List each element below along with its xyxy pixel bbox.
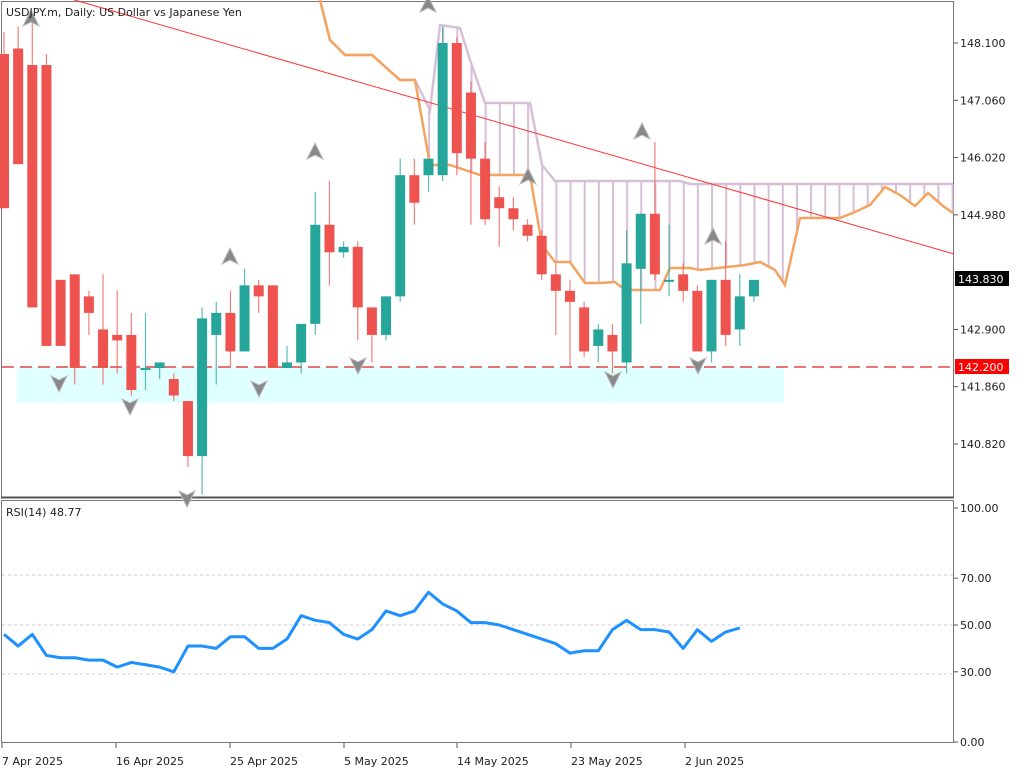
svg-text:100.00: 100.00 — [960, 502, 999, 515]
candlesticks — [0, 20, 759, 495]
price-axis: 148.100 147.060 146.020 144.980 142.900 141.8… — [954, 37, 1006, 749]
svg-text:148.100: 148.100 — [960, 37, 1006, 50]
svg-text:140.820: 140.820 — [960, 438, 1006, 451]
trendline — [72, 0, 955, 255]
svg-text:5 May 2025: 5 May 2025 — [344, 755, 409, 768]
svg-text:7 Apr 2025: 7 Apr 2025 — [2, 755, 63, 768]
svg-text:50.00: 50.00 — [960, 619, 992, 632]
svg-text:142.900: 142.900 — [960, 323, 1006, 336]
support-price-badge — [955, 359, 1009, 374]
support-price-label: 142.200 — [958, 361, 1004, 374]
time-axis: 7 Apr 2025 16 Apr 2025 25 Apr 2025 5 May 20… — [1, 743, 744, 768]
svg-text:25 Apr 2025: 25 Apr 2025 — [230, 755, 298, 768]
price-panel — [1, 1, 954, 498]
svg-text:2 Jun 2025: 2 Jun 2025 — [685, 755, 744, 768]
svg-text:146.020: 146.020 — [960, 152, 1006, 165]
rsi-line — [3, 590, 741, 674]
svg-text:23 May 2025: 23 May 2025 — [571, 755, 643, 768]
chart-title: USDJPY.m, Daily: US Dollar vs Japanese Y… — [6, 6, 242, 19]
current-price-badge — [955, 271, 1009, 286]
svg-text:30.00: 30.00 — [960, 666, 992, 679]
svg-text:14 May 2025: 14 May 2025 — [457, 755, 529, 768]
rsi-label: RSI(14) 48.77 — [6, 506, 81, 519]
svg-text:147.060: 147.060 — [960, 94, 1006, 107]
svg-text:141.860: 141.860 — [960, 381, 1006, 394]
support-zone — [17, 367, 784, 403]
fractal-arrows — [21, 0, 723, 509]
svg-text:70.00: 70.00 — [960, 572, 992, 585]
svg-text:16 Apr 2025: 16 Apr 2025 — [116, 755, 184, 768]
svg-text:144.980: 144.980 — [960, 209, 1006, 222]
svg-text:0.00: 0.00 — [960, 736, 985, 749]
kijun-line — [318, 0, 954, 292]
current-price-label: 143.830 — [958, 273, 1004, 286]
